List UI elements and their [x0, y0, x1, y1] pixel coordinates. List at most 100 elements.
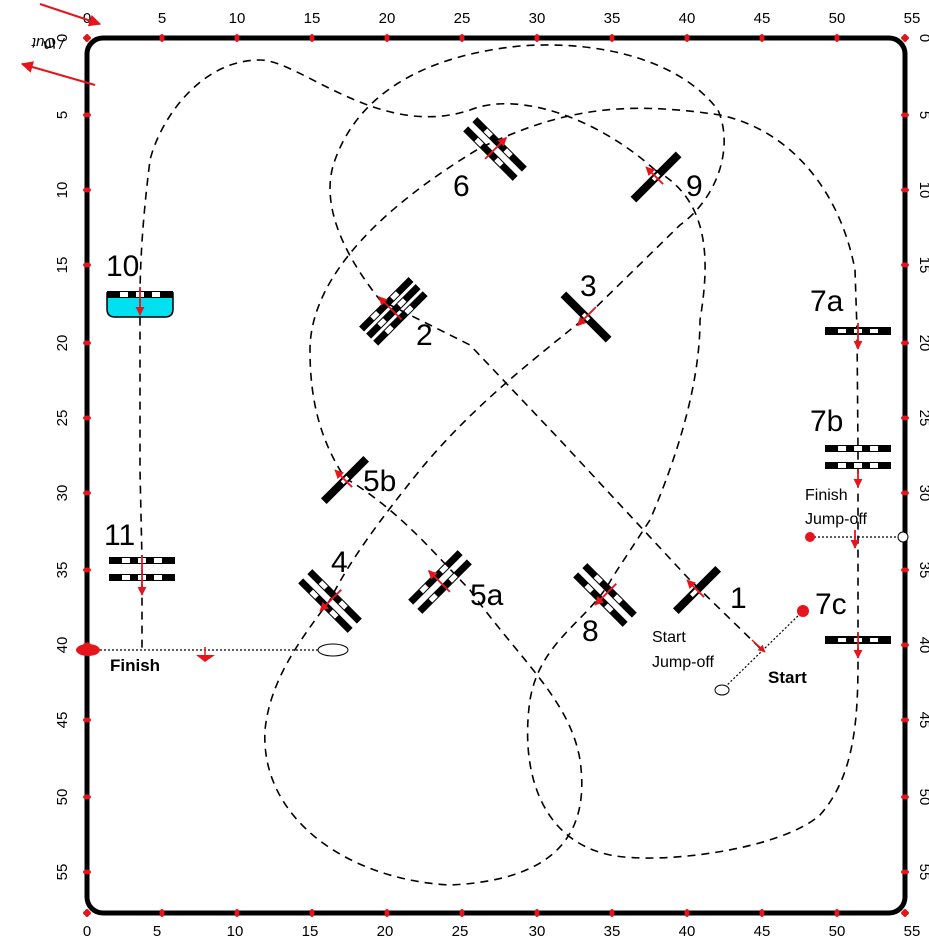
- finish-jumpoff-label-line2: Jump-off: [805, 511, 868, 528]
- finish-jumpoff-label-line1: Finish: [805, 487, 848, 504]
- scale-mark: [159, 909, 165, 917]
- left-tick: 50: [54, 789, 71, 806]
- scale-mark: [834, 909, 840, 917]
- fence-label-6: 6: [453, 170, 470, 203]
- scale-mark: [901, 567, 909, 573]
- bottom-tick: 20: [377, 923, 394, 940]
- finish-line: [76, 643, 349, 662]
- fence-label-7b: 7b: [810, 405, 843, 438]
- bottom-tick: 15: [302, 923, 319, 940]
- right-tick: 5: [916, 111, 929, 119]
- fence-3: [560, 291, 612, 343]
- entrance-out-label: Out: [31, 34, 56, 51]
- scale-mark: [609, 909, 615, 917]
- scale-mark: [234, 909, 240, 917]
- fence-label-7c: 7c: [815, 588, 847, 621]
- fence-label-5a: 5a: [470, 579, 504, 612]
- scale-mark: [534, 909, 540, 917]
- right-tick: 0: [916, 34, 929, 42]
- left-tick: 5: [54, 111, 71, 119]
- top-tick: 45: [754, 10, 771, 27]
- scale-mark: [684, 909, 690, 917]
- fence-label-4: 4: [331, 546, 348, 579]
- scale-mark: [83, 869, 91, 875]
- scale-mark: [901, 262, 909, 268]
- top-tick: 50: [829, 10, 846, 27]
- bottom-tick: 30: [529, 923, 546, 940]
- right-tick: 10: [916, 182, 929, 199]
- left-tick: 0: [54, 34, 71, 42]
- scale-mark: [83, 910, 91, 916]
- left-tick: 25: [54, 410, 71, 427]
- scale-mark: [309, 34, 315, 42]
- scale-mark: [901, 35, 909, 41]
- scale-mark: [534, 34, 540, 42]
- fence-5a: [408, 550, 472, 614]
- fence-label-9: 9: [686, 170, 703, 203]
- fence-label-5b: 5b: [363, 465, 396, 498]
- arena-border: [84, 35, 908, 916]
- bottom-tick: 40: [679, 923, 696, 940]
- finish-left-flag: [76, 644, 100, 656]
- left-tick: 55: [54, 864, 71, 881]
- fence-11: [109, 555, 175, 596]
- right-tick: 30: [916, 485, 929, 502]
- finish-jumpoff-white-flag: [897, 531, 909, 543]
- top-tick: 20: [379, 10, 396, 27]
- fence-4: [298, 569, 362, 633]
- scale-mark: [309, 909, 315, 917]
- scale-mark: [234, 34, 240, 42]
- left-tick: 20: [54, 335, 71, 352]
- scale-mark: [459, 909, 465, 917]
- scale-mark: [901, 794, 909, 800]
- scale-mark: [609, 34, 615, 42]
- scale-mark: [83, 112, 91, 118]
- entrance-separator: /: [58, 34, 65, 51]
- left-tick: 10: [54, 182, 71, 199]
- fence-7c: [825, 632, 891, 659]
- scale-mark: [684, 34, 690, 42]
- fence-label-1: 1: [730, 582, 747, 615]
- fence-label-11: 11: [104, 519, 135, 552]
- finish-label: Finish: [110, 656, 160, 675]
- scale-mark: [759, 34, 765, 42]
- start-label: Start: [768, 668, 807, 687]
- scale-mark: [901, 910, 909, 916]
- scale-mark: [83, 187, 91, 193]
- fence-7a: [825, 323, 891, 350]
- entrance-in-label: In: [41, 34, 59, 54]
- fence-8: [573, 563, 637, 627]
- fence-1: [672, 565, 722, 615]
- scale-mark: [901, 717, 909, 723]
- scale-mark: [159, 34, 165, 42]
- scale-mark: [83, 340, 91, 346]
- start-jumpoff-label-line1: Start: [652, 629, 686, 646]
- fence-label-3: 3: [580, 270, 597, 303]
- fence-label-2: 2: [416, 319, 433, 352]
- fence-5b: [320, 455, 370, 505]
- scale-mark: [901, 869, 909, 875]
- top-tick: 10: [229, 10, 246, 27]
- scale-mark: [83, 717, 91, 723]
- fence-7b: [825, 445, 891, 488]
- bottom-scale: 0 5 10 15 20 25 30 35 40 45 50 55: [83, 923, 921, 940]
- scale-mark: [901, 112, 909, 118]
- bottom-tick: 55: [904, 923, 921, 940]
- scale-mark: [83, 490, 91, 496]
- left-tick: 40: [54, 637, 71, 654]
- right-tick: 40: [916, 637, 929, 654]
- top-tick: 5: [158, 10, 166, 27]
- bottom-tick: 45: [754, 923, 771, 940]
- bottom-tick: 25: [452, 923, 469, 940]
- fence-10-water: [106, 287, 174, 318]
- fence-6: [463, 117, 527, 181]
- scale-mark: [83, 567, 91, 573]
- left-tick: 35: [54, 562, 71, 579]
- scale-marks: [83, 34, 909, 917]
- start-red-flag: [797, 605, 809, 617]
- fence-label-7a: 7a: [810, 285, 844, 318]
- scale-mark: [901, 340, 909, 346]
- right-scale: 0 5 10 15 20 25 30 35 40 45 50 55: [916, 34, 929, 881]
- bottom-tick: 50: [829, 923, 846, 940]
